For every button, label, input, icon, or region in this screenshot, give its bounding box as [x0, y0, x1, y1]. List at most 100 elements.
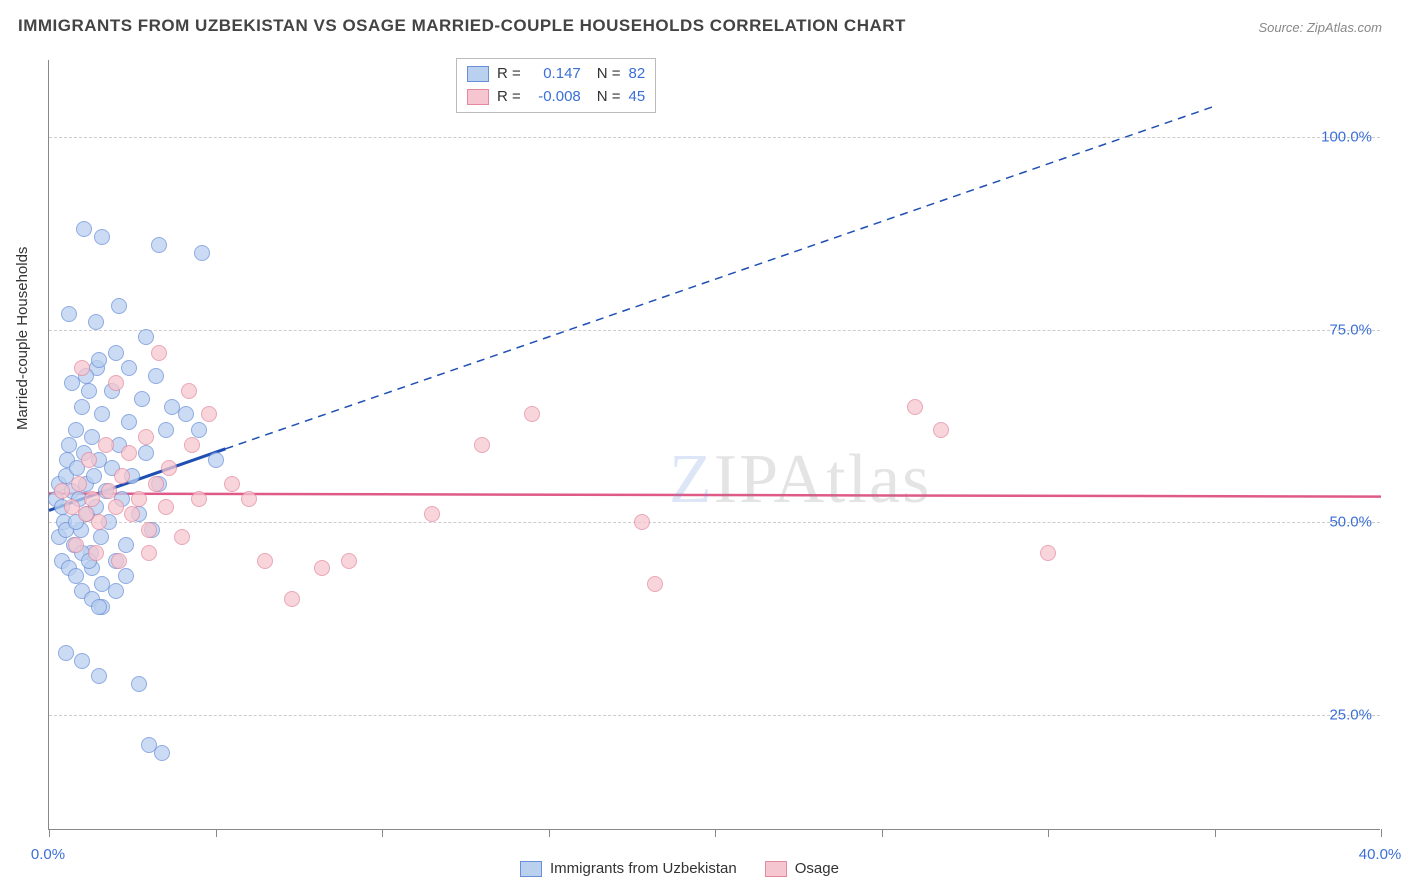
legend-item: Osage	[765, 860, 839, 877]
y-tick-label: 100.0%	[1321, 129, 1372, 146]
data-point	[131, 491, 147, 507]
data-point	[88, 314, 104, 330]
data-point	[184, 437, 200, 453]
data-point	[241, 491, 257, 507]
x-tick	[1048, 829, 1049, 837]
data-point	[114, 468, 130, 484]
data-point	[68, 422, 84, 438]
data-point	[81, 452, 97, 468]
watermark: ZIPAtlas	[669, 440, 931, 520]
data-point	[158, 422, 174, 438]
data-point	[93, 529, 109, 545]
data-point	[94, 406, 110, 422]
gridline	[49, 137, 1380, 138]
data-point	[138, 445, 154, 461]
x-tick-label: 0.0%	[31, 846, 65, 863]
chart-title: IMMIGRANTS FROM UZBEKISTAN VS OSAGE MARR…	[18, 16, 906, 36]
data-point	[191, 491, 207, 507]
data-point	[141, 545, 157, 561]
data-point	[68, 568, 84, 584]
data-point	[74, 653, 90, 669]
stats-row: R =-0.008N =45	[467, 86, 645, 109]
data-point	[121, 360, 137, 376]
data-point	[121, 445, 137, 461]
y-axis-label: Married-couple Households	[14, 247, 31, 430]
data-point	[148, 368, 164, 384]
data-point	[68, 537, 84, 553]
x-tick	[1381, 829, 1382, 837]
data-point	[84, 491, 100, 507]
x-tick	[382, 829, 383, 837]
gridline	[49, 715, 1380, 716]
data-point	[74, 360, 90, 376]
x-tick	[216, 829, 217, 837]
data-point	[98, 437, 114, 453]
y-tick-label: 50.0%	[1329, 514, 1372, 531]
data-point	[101, 483, 117, 499]
data-point	[933, 422, 949, 438]
data-point	[151, 237, 167, 253]
data-point	[74, 399, 90, 415]
y-tick-label: 75.0%	[1329, 321, 1372, 338]
data-point	[201, 406, 217, 422]
data-point	[86, 468, 102, 484]
data-point	[61, 306, 77, 322]
data-point	[161, 460, 177, 476]
data-point	[907, 399, 923, 415]
data-point	[524, 406, 540, 422]
data-point	[474, 437, 490, 453]
x-tick	[49, 829, 50, 837]
data-point	[81, 383, 97, 399]
data-point	[124, 506, 140, 522]
data-point	[141, 522, 157, 538]
data-point	[178, 406, 194, 422]
data-point	[91, 352, 107, 368]
data-point	[76, 221, 92, 237]
data-point	[94, 229, 110, 245]
data-point	[54, 483, 70, 499]
data-point	[181, 383, 197, 399]
data-point	[58, 645, 74, 661]
data-point	[148, 476, 164, 492]
data-point	[158, 499, 174, 515]
gridline	[49, 522, 1380, 523]
data-point	[91, 599, 107, 615]
stats-legend: R =0.147N =82R =-0.008N =45	[456, 58, 656, 113]
x-tick-label: 40.0%	[1359, 846, 1402, 863]
data-point	[111, 553, 127, 569]
x-tick	[715, 829, 716, 837]
data-point	[134, 391, 150, 407]
data-point	[61, 437, 77, 453]
data-point	[151, 345, 167, 361]
data-point	[647, 576, 663, 592]
data-point	[118, 537, 134, 553]
plot-area: ZIPAtlas 25.0% 50.0% 75.0% 100.0%	[48, 60, 1380, 830]
x-tick	[549, 829, 550, 837]
data-point	[154, 745, 170, 761]
data-point	[111, 298, 127, 314]
data-point	[88, 545, 104, 561]
data-point	[284, 591, 300, 607]
data-point	[71, 476, 87, 492]
data-point	[138, 329, 154, 345]
data-point	[108, 345, 124, 361]
data-point	[257, 553, 273, 569]
data-point	[314, 560, 330, 576]
x-tick	[1215, 829, 1216, 837]
x-tick	[882, 829, 883, 837]
y-tick-label: 25.0%	[1329, 706, 1372, 723]
data-point	[194, 245, 210, 261]
data-point	[138, 429, 154, 445]
data-point	[91, 668, 107, 684]
stats-row: R =0.147N =82	[467, 63, 645, 86]
data-point	[108, 499, 124, 515]
series-legend: Immigrants from Uzbekistan Osage	[520, 860, 839, 877]
gridline	[49, 330, 1380, 331]
data-point	[121, 414, 137, 430]
data-point	[208, 452, 224, 468]
data-point	[91, 514, 107, 530]
legend-item: Immigrants from Uzbekistan	[520, 860, 737, 877]
data-point	[341, 553, 357, 569]
data-point	[131, 676, 147, 692]
source-label: Source: ZipAtlas.com	[1258, 20, 1382, 35]
